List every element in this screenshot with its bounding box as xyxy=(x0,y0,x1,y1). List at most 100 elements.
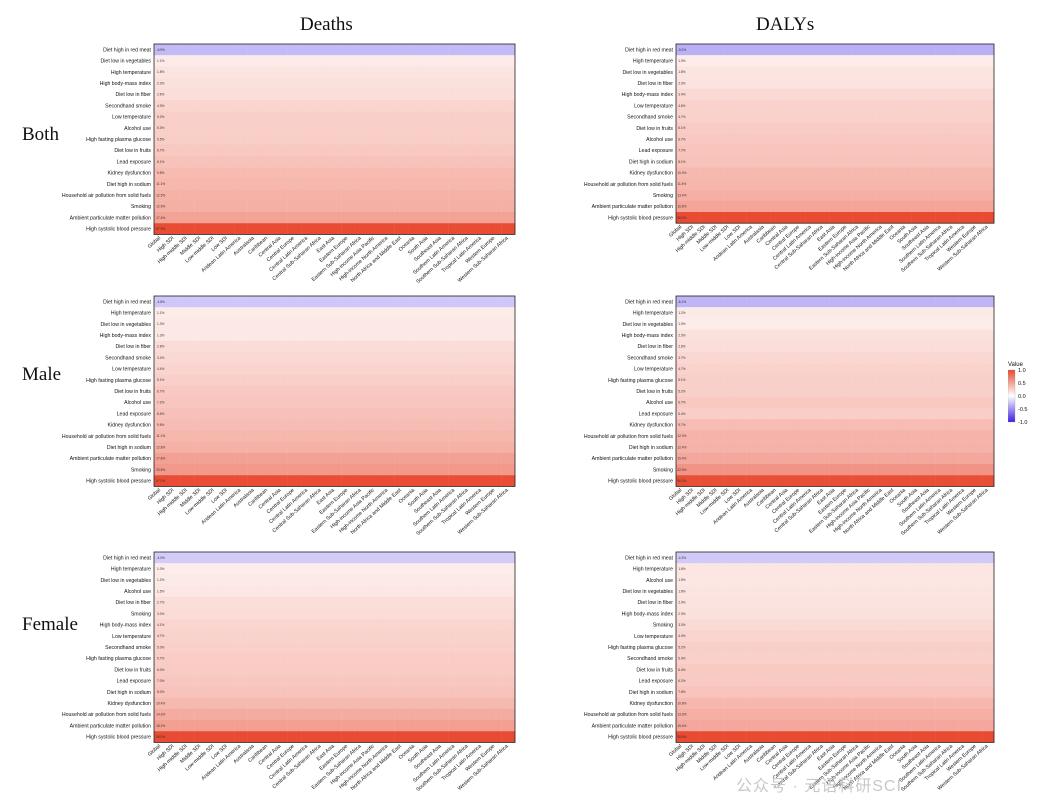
heatmap-cell xyxy=(876,419,889,431)
heatmap-cell xyxy=(888,156,900,168)
heatmap-cell xyxy=(461,419,476,431)
heatmap-cell xyxy=(946,189,959,201)
heatmap-cell xyxy=(167,144,181,157)
heatmap-cell xyxy=(793,574,806,586)
heatmap-cell xyxy=(488,641,502,653)
heatmap-cell xyxy=(817,720,830,732)
heatmap-cell xyxy=(687,340,700,353)
heatmap-cell xyxy=(782,585,794,597)
heatmap-cell xyxy=(488,408,502,420)
heatmap-cell xyxy=(367,563,382,575)
heatmap-cell xyxy=(935,144,948,157)
heatmap-cell xyxy=(734,697,747,709)
heatmap-cell xyxy=(207,44,222,56)
heatmap-cell xyxy=(301,596,315,609)
heatmap-cell xyxy=(699,464,712,476)
y-tick-label: High body-mass index xyxy=(100,81,152,87)
heatmap-cell xyxy=(301,686,315,698)
heatmap-cell xyxy=(888,396,900,409)
heatmap-cell xyxy=(923,156,936,168)
heatmap-cell xyxy=(723,574,736,586)
cell-value-label: 11.1% xyxy=(156,434,165,438)
heatmap-cell xyxy=(394,419,409,431)
heatmap-cell xyxy=(852,608,865,620)
heatmap-cell xyxy=(734,178,747,190)
heatmap-cell xyxy=(274,641,288,653)
heatmap-cell xyxy=(723,475,736,487)
heatmap-cell xyxy=(194,88,208,101)
heatmap-cell xyxy=(394,55,409,67)
heatmap-cell xyxy=(923,697,936,709)
heatmap-cell xyxy=(194,675,208,687)
cell-value-label: 7.2% xyxy=(157,401,164,405)
heatmap-cell xyxy=(408,223,422,235)
heatmap-cell xyxy=(746,630,759,642)
heatmap-cell xyxy=(723,596,736,609)
heatmap-cell xyxy=(220,352,235,364)
heatmap-cell xyxy=(711,100,724,112)
heatmap-cell xyxy=(207,441,222,453)
heatmap-cell xyxy=(817,675,830,687)
heatmap-cell xyxy=(782,596,794,609)
heatmap-cell xyxy=(899,608,912,620)
heatmap-cell xyxy=(327,318,342,330)
heatmap-cell xyxy=(911,475,924,487)
heatmap-cell xyxy=(381,296,395,308)
heatmap-cell xyxy=(970,296,983,308)
heatmap-cell xyxy=(935,475,948,487)
heatmap-cell xyxy=(287,363,302,375)
heatmap-cell xyxy=(723,88,736,101)
heatmap-cell xyxy=(699,189,712,201)
heatmap-cell xyxy=(911,652,924,665)
heatmap-cell xyxy=(899,178,912,190)
y-tick-label: Lead exposure xyxy=(117,411,151,417)
heatmap-cell xyxy=(408,144,422,157)
heatmap-cell xyxy=(434,720,449,732)
heatmap-cell xyxy=(888,55,900,67)
heatmap-cell xyxy=(935,55,948,67)
heatmap-cell xyxy=(746,66,759,78)
heatmap-cell xyxy=(888,675,900,687)
heatmap-cell xyxy=(982,200,995,213)
heatmap-cell xyxy=(923,212,936,224)
heatmap-cell xyxy=(381,318,395,330)
heatmap-cell xyxy=(911,408,924,420)
heatmap-cell xyxy=(723,675,736,687)
heatmap-cell xyxy=(817,363,830,375)
heatmap-cell xyxy=(699,697,712,709)
heatmap-cell xyxy=(247,475,262,487)
heatmap-cell xyxy=(314,55,329,67)
heatmap-cell xyxy=(287,563,302,575)
heatmap-cell xyxy=(746,596,759,609)
heatmap-cell xyxy=(501,329,516,341)
heatmap-cell xyxy=(899,619,912,631)
heatmap-cell xyxy=(758,419,771,431)
y-tick-label: High temperature xyxy=(111,311,151,317)
heatmap-cell xyxy=(434,408,449,420)
heatmap-cell xyxy=(817,652,830,665)
heatmap-cell xyxy=(394,66,409,78)
heatmap-cell xyxy=(958,619,971,631)
y-tick-label: Diet low in fruits xyxy=(636,667,673,673)
heatmap-cell xyxy=(864,641,877,653)
heatmap-cell xyxy=(805,630,818,642)
heatmap-cell xyxy=(970,475,983,487)
heatmap-cell xyxy=(341,652,355,665)
heatmap-cell xyxy=(687,419,700,431)
heatmap-cell xyxy=(260,664,275,676)
heatmap-cell xyxy=(287,329,302,341)
heatmap-cell xyxy=(958,122,971,134)
heatmap-cell xyxy=(474,352,489,364)
heatmap-cell xyxy=(699,212,712,224)
heatmap-cell xyxy=(723,329,736,341)
heatmap-cell xyxy=(461,652,476,665)
heatmap-cell xyxy=(723,66,736,78)
heatmap-cell xyxy=(840,189,853,201)
heatmap-cell xyxy=(852,419,865,431)
heatmap-cell xyxy=(805,697,818,709)
heatmap-cell xyxy=(247,675,262,687)
heatmap-cell xyxy=(501,144,516,157)
heatmap-cell xyxy=(852,720,865,732)
y-tick-label: Diet high in red meat xyxy=(103,47,151,53)
heatmap-cell xyxy=(434,441,449,453)
